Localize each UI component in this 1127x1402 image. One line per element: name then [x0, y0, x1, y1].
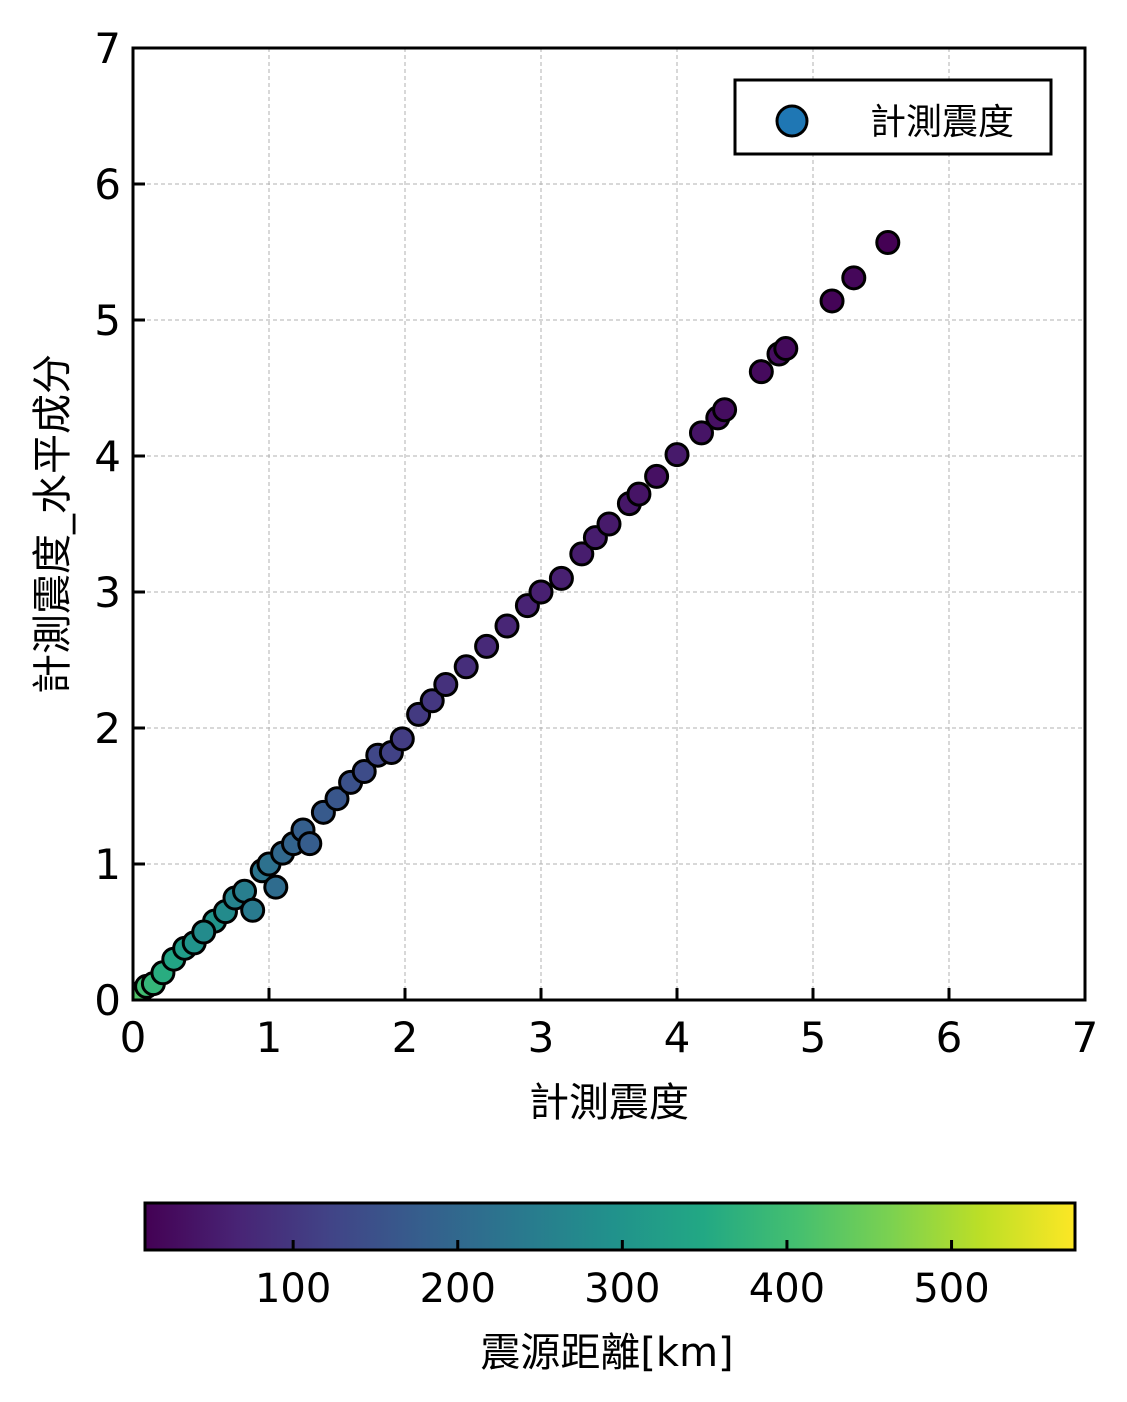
gridlines [133, 48, 1085, 1000]
x-ticks: 0 1 2 3 4 5 6 7 [120, 988, 1099, 1062]
data-point [389, 726, 415, 752]
legend-marker [775, 104, 809, 138]
colorbar-ticks: 100 200 300 400 500 [255, 1240, 990, 1312]
colorbar-tick-label: 300 [584, 1266, 660, 1312]
data-point [569, 541, 595, 567]
y-tick-label: 5 [94, 296, 121, 345]
colorbar-tick-label: 400 [749, 1266, 825, 1312]
data-point [191, 919, 217, 945]
y-tick-label: 1 [94, 840, 121, 889]
y-tick-label: 7 [94, 24, 121, 73]
y-ticks: 0 1 2 3 4 5 6 7 [94, 24, 145, 1025]
y-tick-label: 4 [94, 432, 121, 481]
data-points [133, 229, 901, 1000]
y-tick-label: 2 [94, 704, 121, 753]
y-axis-label: 計測震度_水平成分 [30, 354, 76, 694]
data-point [626, 481, 652, 507]
y-tick-label: 0 [94, 976, 121, 1025]
x-tick-label: 1 [256, 1013, 283, 1062]
data-point [453, 654, 479, 680]
data-point [819, 288, 845, 314]
data-point [841, 265, 867, 291]
colorbar-tick-label: 500 [913, 1266, 989, 1312]
data-point [419, 688, 445, 714]
data-point [433, 671, 459, 697]
data-point [644, 463, 670, 489]
x-axis-label: 計測震度 [529, 1080, 689, 1126]
data-point [712, 397, 738, 423]
data-point [494, 613, 520, 639]
legend: 計測震度 [733, 78, 1053, 156]
x-tick-label: 3 [528, 1013, 555, 1062]
legend-label: 計測震度 [870, 102, 1014, 143]
data-point [263, 874, 289, 900]
data-point [748, 359, 774, 385]
data-point [688, 420, 714, 446]
data-point [324, 786, 350, 812]
data-point [875, 229, 901, 255]
plot-frame [131, 46, 1087, 1002]
colorbar-tick-label: 100 [255, 1266, 331, 1312]
x-tick-label: 4 [664, 1013, 691, 1062]
data-point [664, 442, 690, 468]
data-point [548, 565, 574, 591]
y-tick-label: 6 [94, 160, 121, 209]
x-tick-label: 6 [936, 1013, 963, 1062]
data-point [240, 897, 266, 923]
x-tick-label: 0 [120, 1013, 147, 1062]
colorbar-label: 震源距離[km] [480, 1330, 733, 1376]
y-tick-label: 3 [94, 568, 121, 617]
data-point [528, 579, 554, 605]
x-tick-label: 7 [1072, 1013, 1099, 1062]
data-point [474, 633, 500, 659]
colorbar-gradient [143, 1201, 1077, 1252]
colorbar-tick-label: 200 [420, 1266, 496, 1312]
x-tick-label: 2 [392, 1013, 419, 1062]
data-point [773, 336, 799, 362]
data-point [596, 511, 622, 537]
x-tick-label: 5 [800, 1013, 827, 1062]
colorbar: 100 200 300 400 500 震源距離[km] [143, 1201, 1077, 1376]
data-point [297, 831, 323, 857]
data-point [351, 759, 377, 785]
